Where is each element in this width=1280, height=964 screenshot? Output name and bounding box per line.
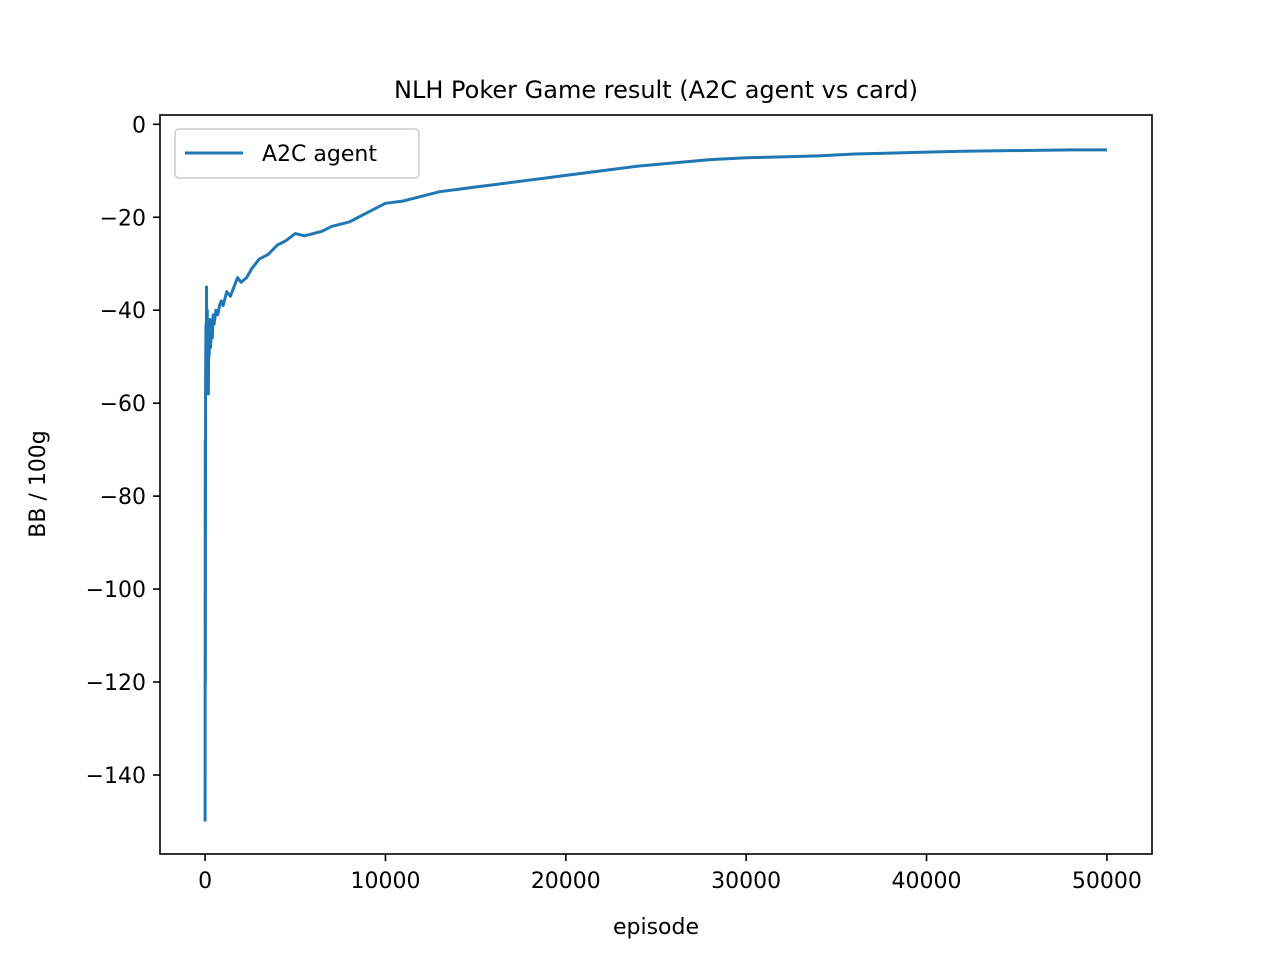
- y-tick-label: −80: [100, 485, 146, 510]
- y-tick-label: −100: [86, 578, 146, 603]
- y-tick-label: −40: [100, 299, 146, 324]
- chart-title: NLH Poker Game result (A2C agent vs card…: [394, 76, 918, 104]
- x-tick-label: 20000: [531, 869, 601, 894]
- plot-frame: [159, 114, 1153, 855]
- y-axis-ticks: 0 −20 −40 −60 −80 −100 −120 −140: [86, 113, 160, 789]
- x-axis-label: episode: [613, 915, 699, 940]
- x-axis-ticks: 0 10000 20000 30000 40000 50000: [198, 854, 1142, 894]
- y-axis-label: BB / 100g: [26, 430, 51, 538]
- legend: A2C agent: [174, 128, 420, 179]
- legend-box: [174, 128, 420, 179]
- y-tick-label: −20: [100, 206, 146, 231]
- x-tick-label: 50000: [1072, 869, 1142, 894]
- x-tick-label: 30000: [711, 869, 781, 894]
- y-tick-label: −60: [100, 392, 146, 417]
- x-tick-label: 40000: [892, 869, 962, 894]
- y-tick-label: −140: [86, 764, 146, 789]
- x-tick-label: 0: [198, 869, 212, 894]
- series-line-a2c-agent: [203, 148, 1107, 822]
- legend-label-a2c-agent: A2C agent: [262, 142, 377, 167]
- series-layer: [203, 148, 1107, 822]
- plot-area: [159, 114, 1153, 855]
- x-tick-label: 10000: [350, 869, 420, 894]
- y-tick-label: 0: [132, 113, 146, 138]
- y-tick-label: −120: [86, 671, 146, 696]
